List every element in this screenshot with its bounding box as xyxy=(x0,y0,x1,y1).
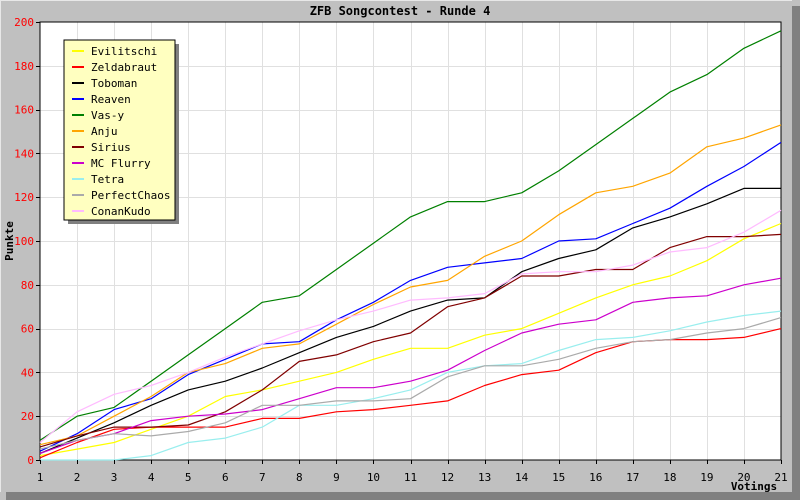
y-tick-label: 20 xyxy=(21,410,34,423)
legend-label-perfectchaos: PerfectChaos xyxy=(91,189,170,202)
series-line-sirius xyxy=(39,233,782,448)
legend-label-tetra: Tetra xyxy=(91,173,124,186)
legend-label-zeldabraut: Zeldabraut xyxy=(91,61,157,74)
x-tick-label: 21 xyxy=(774,471,787,484)
chart-title: ZFB Songcontest - Runde 4 xyxy=(310,4,491,18)
legend-label-reaven: Reaven xyxy=(91,93,131,106)
legend-label-toboman: Toboman xyxy=(91,77,137,90)
x-tick-label: 7 xyxy=(259,471,266,484)
series-line-reaven xyxy=(39,141,782,452)
x-tick-label: 8 xyxy=(296,471,303,484)
y-axis-label: Punkte xyxy=(3,221,16,261)
legend-label-mc-flurry: MC Flurry xyxy=(91,157,151,170)
legend-label-conankudo: ConanKudo xyxy=(91,205,151,218)
x-tick-label: 1 xyxy=(37,471,44,484)
y-tick-label: 180 xyxy=(14,60,34,73)
x-tick-label: 16 xyxy=(589,471,602,484)
x-tick-label: 17 xyxy=(626,471,639,484)
x-tick-label: 3 xyxy=(111,471,118,484)
x-tick-label: 20 xyxy=(737,471,750,484)
series-line-mc-flurry xyxy=(39,277,782,454)
y-tick-label: 60 xyxy=(21,323,34,336)
x-tick-label: 12 xyxy=(441,471,454,484)
series-line-perfectchaos xyxy=(39,317,782,450)
series-line-toboman xyxy=(39,187,781,454)
series-line-evilitschi xyxy=(39,222,782,457)
legend: Evilitschi Zeldabraut Toboman Reaven Vas-y An… xyxy=(63,39,179,224)
axis-ticks: 1 2 3 4 5 6 7 8 9 10 11 12 13 14 15 16 17 18 19 20 210204060… xyxy=(14,16,788,484)
y-tick-label: 40 xyxy=(21,366,34,379)
series-line-conankudo xyxy=(39,209,782,443)
y-tick-label: 0 xyxy=(27,454,34,467)
x-axis-label: Votings xyxy=(731,480,777,493)
x-tick-label: 5 xyxy=(185,471,192,484)
y-tick-label: 120 xyxy=(14,191,34,204)
legend-items: Evilitschi Zeldabraut Toboman Reaven Vas-y An… xyxy=(72,45,170,218)
x-tick-label: 9 xyxy=(333,471,340,484)
y-tick-label: 160 xyxy=(14,104,34,117)
x-tick-label: 13 xyxy=(478,471,491,484)
series-line-vas-y xyxy=(39,30,782,441)
frame-shadow-right xyxy=(792,6,800,500)
y-tick-label: 100 xyxy=(14,235,34,248)
y-tick-label: 140 xyxy=(14,147,34,160)
y-tick-label: 200 xyxy=(14,16,34,29)
grid xyxy=(40,22,781,460)
x-tick-label: 15 xyxy=(552,471,565,484)
x-tick-label: 4 xyxy=(148,471,155,484)
series-group xyxy=(39,30,782,461)
x-tick-label: 14 xyxy=(515,471,529,484)
x-tick-label: 6 xyxy=(222,471,229,484)
legend-label-vas-y: Vas-y xyxy=(91,109,124,122)
legend-label-evilitschi: Evilitschi xyxy=(91,45,157,58)
y-tick-label: 80 xyxy=(21,279,34,292)
x-tick-label: 10 xyxy=(367,471,380,484)
frame-shadow-bottom xyxy=(6,492,800,500)
series-line-tetra xyxy=(40,310,782,461)
legend-label-anju: Anju xyxy=(91,125,118,138)
x-tick-label: 11 xyxy=(404,471,417,484)
x-tick-label: 2 xyxy=(74,471,81,484)
series-line-anju xyxy=(39,124,782,446)
legend-label-sirius: Sirius xyxy=(91,141,131,154)
x-tick-label: 18 xyxy=(663,471,676,484)
x-tick-label: 19 xyxy=(700,471,713,484)
